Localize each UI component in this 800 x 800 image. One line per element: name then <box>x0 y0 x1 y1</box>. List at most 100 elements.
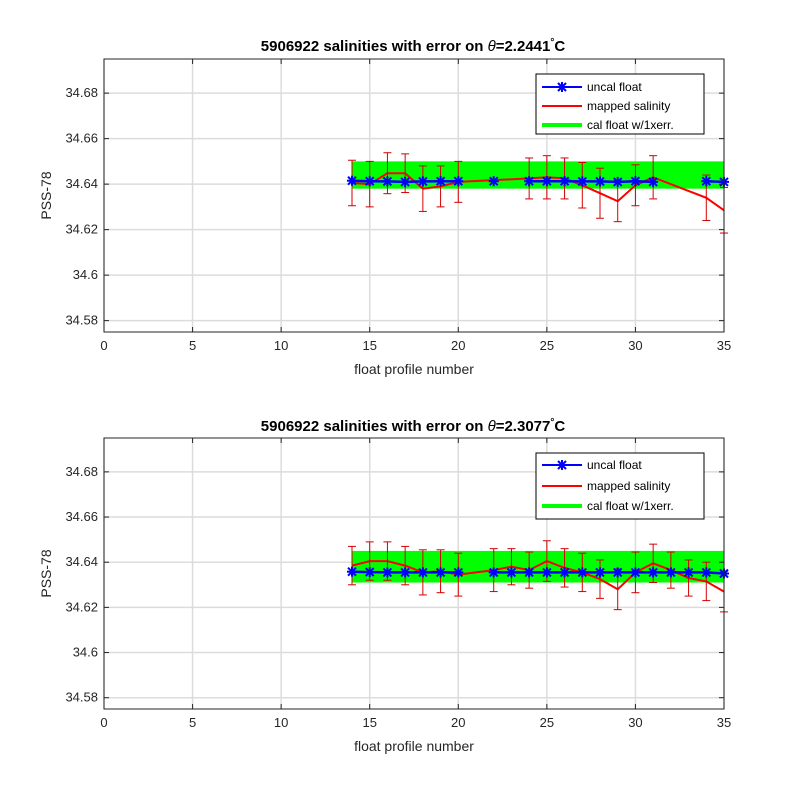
y-tick-label: 34.6 <box>73 645 98 660</box>
y-tick-label: 34.66 <box>65 509 98 524</box>
x-tick-label: 0 <box>100 338 107 353</box>
uncal-float-marker <box>648 567 659 578</box>
cal-float-band <box>352 161 724 189</box>
uncal-float-marker <box>559 176 570 187</box>
title-value: =2.2441 <box>496 38 551 55</box>
uncal-float-marker <box>347 175 357 186</box>
title-degree: ° <box>550 417 554 428</box>
uncal-float-marker <box>382 176 393 187</box>
uncal-float-marker <box>577 567 588 578</box>
y-tick-label: 34.68 <box>65 464 98 479</box>
title-degree: ° <box>550 37 554 48</box>
uncal-float-marker <box>595 176 605 187</box>
uncal-float-marker <box>435 176 446 187</box>
x-axis-label: float profile number <box>354 361 474 377</box>
x-tick-label: 5 <box>189 715 196 730</box>
uncal-float-marker <box>559 567 570 578</box>
legend-label-cal: cal float w/1xerr. <box>587 118 674 132</box>
uncal-float-marker <box>417 567 428 578</box>
title-unit: C <box>554 38 565 55</box>
uncal-float-marker <box>364 567 375 578</box>
x-tick-label: 0 <box>100 715 107 730</box>
title-value: =2.3077 <box>496 418 551 435</box>
chart-title: 5906922 salinities with error on θ=2.244… <box>261 37 566 55</box>
x-tick-label: 20 <box>451 338 465 353</box>
y-tick-label: 34.6 <box>73 267 98 282</box>
uncal-float-marker <box>701 567 712 578</box>
uncal-float-marker <box>648 176 659 187</box>
uncal-float-marker <box>595 567 605 578</box>
x-axis-label: float profile number <box>354 738 474 754</box>
uncal-float-marker <box>435 567 446 578</box>
uncal-float-series <box>347 175 729 187</box>
x-tick-label: 10 <box>274 715 288 730</box>
uncal-float-marker <box>577 176 588 187</box>
x-tick-label: 35 <box>717 338 731 353</box>
title-theta: θ <box>488 418 496 435</box>
uncal-float-marker <box>417 176 428 187</box>
x-tick-label: 5 <box>189 338 196 353</box>
uncal-float-marker <box>400 176 411 187</box>
title-unit: C <box>554 418 565 435</box>
uncal-float-marker <box>630 176 641 187</box>
uncal-float-marker <box>347 566 357 577</box>
uncal-float-marker <box>400 567 411 578</box>
uncal-float-marker <box>541 567 552 578</box>
x-tick-label: 30 <box>628 715 642 730</box>
y-tick-label: 34.66 <box>65 131 98 146</box>
title-prefix: 5906922 salinities with error on <box>261 418 488 435</box>
x-tick-label: 20 <box>451 715 465 730</box>
uncal-float-marker <box>364 176 375 187</box>
legend-label-uncal: uncal float <box>587 80 642 94</box>
uncal-float-marker <box>701 176 712 187</box>
uncal-float-marker <box>506 567 517 578</box>
y-ticks: 34.58 34.6 34.62 34.64 34.66 34.68 <box>65 464 724 705</box>
x-tick-label: 35 <box>717 715 731 730</box>
legend-label-mapped: mapped salinity <box>587 479 670 493</box>
y-tick-label: 34.62 <box>65 599 98 614</box>
y-axis-label: PSS-78 <box>38 171 54 219</box>
y-axis-label: PSS-78 <box>38 549 54 597</box>
axes-box <box>103 437 725 710</box>
y-tick-label: 34.64 <box>65 176 98 191</box>
y-ticks: 34.58 34.6 34.62 34.64 34.66 34.68 <box>65 85 724 328</box>
title-theta: θ <box>488 38 496 55</box>
x-tick-label: 25 <box>540 338 554 353</box>
legend-label-mapped: mapped salinity <box>587 99 670 113</box>
uncal-float-marker <box>453 176 464 187</box>
x-tick-label: 30 <box>628 338 642 353</box>
cal-float-band-area <box>352 161 724 189</box>
x-ticks: 0 5 10 15 20 25 30 35 <box>100 59 731 353</box>
x-tick-label: 25 <box>540 715 554 730</box>
uncal-float-marker <box>488 176 499 187</box>
uncal-float-marker <box>612 176 623 187</box>
uncal-float-marker <box>524 176 535 187</box>
uncal-float-marker <box>488 567 499 578</box>
uncal-float-marker <box>612 567 623 578</box>
x-tick-label: 10 <box>274 338 288 353</box>
x-tick-label: 15 <box>362 338 376 353</box>
title-prefix: 5906922 salinities with error on <box>261 38 488 55</box>
uncal-float-marker <box>453 567 464 578</box>
y-tick-label: 34.58 <box>65 690 98 705</box>
uncal-float-marker <box>541 176 552 187</box>
x-tick-label: 15 <box>362 715 376 730</box>
legend-marker-uncal <box>557 460 567 470</box>
x-ticks: 0 5 10 15 20 25 30 35 <box>100 438 731 730</box>
chart-title: 5906922 salinities with error on θ=2.307… <box>261 417 566 435</box>
chart-panel-bottom: 5906922 salinities with error on θ=2.307… <box>38 417 731 754</box>
legend-label-cal: cal float w/1xerr. <box>587 499 674 513</box>
uncal-float-marker <box>683 567 694 578</box>
uncal-float-marker <box>382 567 393 578</box>
axes-box <box>103 58 725 333</box>
y-tick-label: 34.58 <box>65 313 98 328</box>
uncal-float-series <box>347 566 729 579</box>
uncal-float-marker <box>524 567 535 578</box>
y-tick-label: 34.62 <box>65 222 98 237</box>
legend-marker-uncal <box>557 82 567 92</box>
uncal-float-marker <box>630 567 641 578</box>
y-tick-label: 34.64 <box>65 554 98 569</box>
chart-panel-top: 5906922 salinities with error on θ=2.244… <box>38 37 731 377</box>
uncal-float-marker <box>665 567 676 578</box>
